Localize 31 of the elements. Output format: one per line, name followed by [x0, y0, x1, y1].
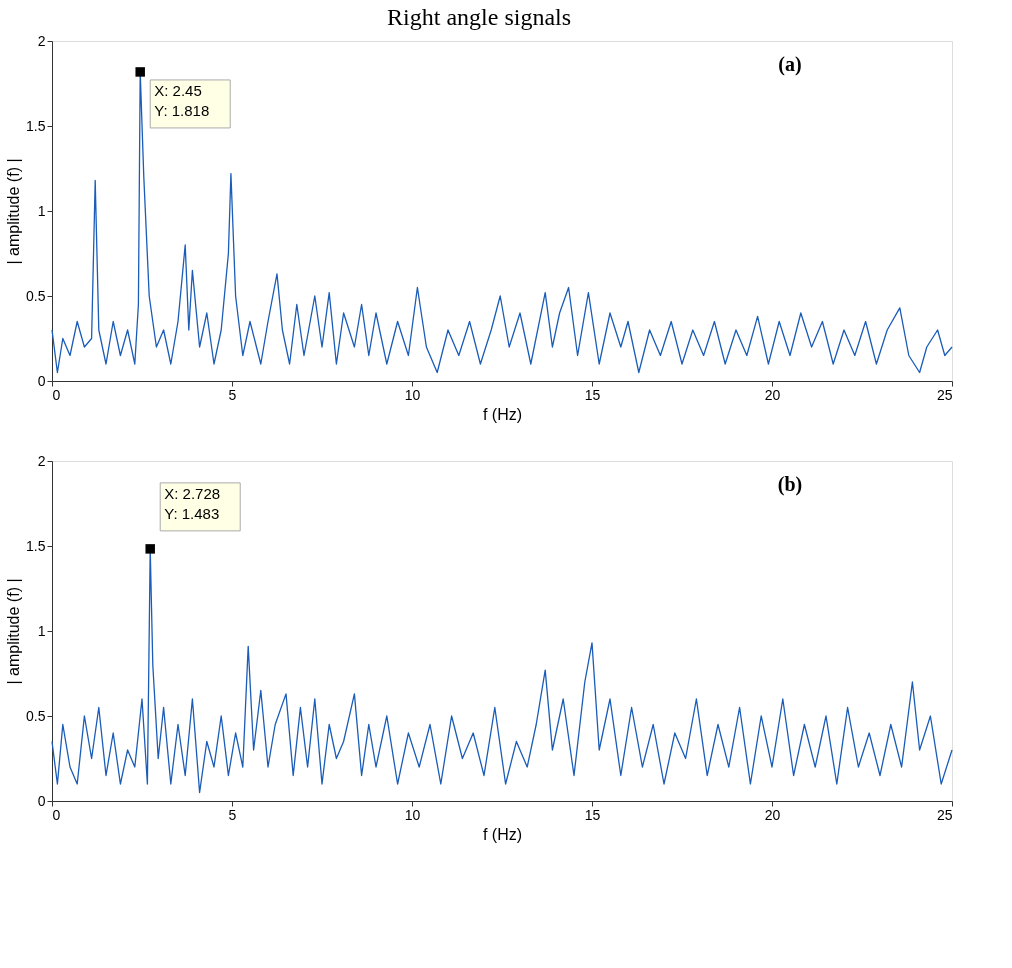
y-axis-title: | amplitude (f) | [5, 578, 23, 685]
x-tick-label: 15 [584, 806, 601, 823]
chart-title: Right angle signals [387, 3, 572, 30]
annotation: X: 2.728 Y: 1.483 [164, 484, 221, 522]
y-tick-label: 1 [37, 202, 46, 219]
x-axis-title: f (Hz) [482, 825, 523, 843]
x-tick-label: 5 [228, 386, 237, 403]
x-tick-label: 20 [764, 386, 781, 403]
y-tick-label: 2 [37, 452, 46, 469]
x-tick-label: 15 [584, 386, 601, 403]
annotation: (b) [777, 472, 803, 496]
x-tick-label: 0 [52, 386, 61, 403]
x-tick-label: 25 [936, 806, 953, 823]
y-tick-label: 2 [37, 32, 46, 49]
y-tick-label: 1 [37, 622, 46, 639]
y-axis-title: | amplitude (f) | [5, 158, 23, 265]
x-tick-label: 5 [228, 806, 237, 823]
annotation: (a) [778, 52, 802, 76]
y-tick-label: 1.5 [26, 117, 46, 134]
x-tick-label: 25 [936, 386, 953, 403]
y-tick-label: 0.5 [26, 287, 46, 304]
y-tick-label: 0.5 [26, 707, 46, 724]
y-tick-label: 0 [37, 792, 46, 809]
x-axis-title: f (Hz) [482, 405, 523, 423]
x-tick-label: 10 [404, 806, 421, 823]
y-tick-label: 1.5 [26, 537, 46, 554]
y-tick-label: 0 [37, 372, 46, 389]
x-tick-label: 20 [764, 806, 781, 823]
annotation: X: 2.45 Y: 1.818 [154, 81, 210, 119]
x-tick-label: 10 [404, 386, 421, 403]
x-tick-label: 0 [52, 806, 61, 823]
